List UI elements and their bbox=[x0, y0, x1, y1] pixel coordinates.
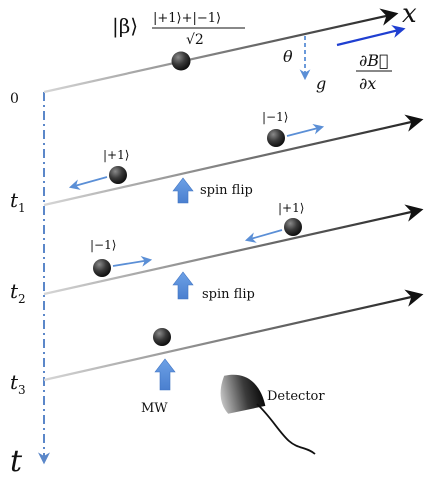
time-label-0: 0 bbox=[10, 91, 19, 107]
particle-t3 bbox=[153, 328, 171, 346]
particle-minus-one-t2 bbox=[93, 259, 111, 277]
state-beta-label: |β⟩ bbox=[112, 14, 138, 39]
trajectory-line-1 bbox=[43, 114, 424, 207]
time-label-t3: t3 bbox=[10, 370, 26, 397]
spin-flip-label-2: spin flip bbox=[202, 287, 255, 302]
state-label-plus-one-t2: |+1⟩ bbox=[278, 201, 304, 215]
gradient-arrow bbox=[336, 25, 406, 47]
state-label-minus-one-t1: |−1⟩ bbox=[262, 110, 288, 124]
velocity-arrow-plus-one-t2 bbox=[244, 229, 283, 243]
superposition-numerator: |+1⟩+|−1⟩ bbox=[153, 11, 221, 26]
time-label-t2: t2 bbox=[10, 279, 26, 306]
detector-icon bbox=[220, 374, 266, 414]
x-axis-label: x bbox=[402, 0, 417, 29]
detector-label: Detector bbox=[267, 389, 325, 404]
superposition-denominator: √2 bbox=[186, 32, 204, 48]
particle-plus-one-t2 bbox=[284, 218, 302, 236]
state-label-minus-one-t2: |−1⟩ bbox=[90, 238, 116, 252]
time-axis-label: t bbox=[10, 444, 23, 477]
spin-flip-up-arrow-2 bbox=[172, 271, 194, 300]
theta-label: θ bbox=[283, 47, 293, 66]
microwave-label: MW bbox=[141, 401, 168, 416]
trajectory-line-2 bbox=[43, 204, 424, 296]
gravity-label: g bbox=[316, 74, 326, 93]
velocity-arrow-minus-one-t1 bbox=[286, 123, 325, 137]
trajectory-line-3 bbox=[43, 289, 424, 382]
gradient-denominator: ∂x bbox=[359, 74, 376, 93]
detector-cable bbox=[256, 403, 316, 455]
spin-flip-label-1: spin flip bbox=[200, 183, 253, 198]
state-label-plus-one-t1: |+1⟩ bbox=[103, 148, 129, 162]
gradient-numerator: ∂B⃗ bbox=[359, 51, 389, 70]
particle-initial bbox=[171, 51, 191, 71]
particle-plus-one-t1 bbox=[109, 166, 127, 184]
velocity-arrow-plus-one-t1 bbox=[68, 176, 108, 190]
microwave-up-arrow bbox=[154, 358, 176, 391]
time-label-t1: t1 bbox=[10, 188, 26, 215]
velocity-arrow-minus-one-t2 bbox=[112, 256, 153, 267]
particle-minus-one-t1 bbox=[267, 129, 285, 147]
spin-flip-up-arrow-1 bbox=[172, 177, 194, 204]
trajectory-line-0 bbox=[43, 8, 399, 94]
